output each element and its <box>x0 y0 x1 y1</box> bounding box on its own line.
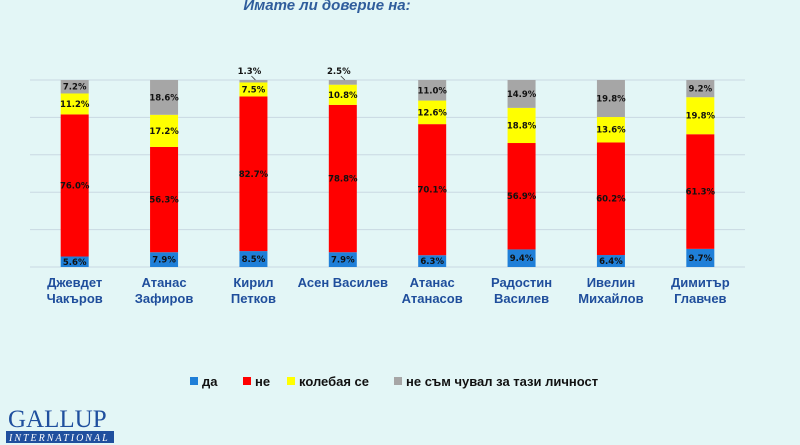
data-label: 76.0% <box>60 181 90 191</box>
bar-segment <box>328 84 357 105</box>
bar-segment <box>418 80 447 101</box>
bar-segment <box>418 100 447 125</box>
legend-swatch <box>394 377 402 385</box>
leader-line <box>340 75 346 81</box>
data-label: 6.3% <box>420 257 444 267</box>
bar-segment <box>507 80 536 108</box>
data-label: 19.8% <box>596 95 626 105</box>
bar-segment <box>507 107 536 144</box>
bar-segment <box>60 93 89 115</box>
bar-segment <box>686 248 715 267</box>
bar-segment <box>596 80 625 118</box>
data-label: 1.3% <box>238 67 262 77</box>
data-label: 11.0% <box>417 86 447 96</box>
gallup-logo: GALLUP INTERNATIONAL <box>6 406 114 444</box>
bar-segment <box>150 80 179 115</box>
data-label: 7.9% <box>331 256 355 266</box>
x-axis-labels: ДжевдетЧакъровАтанасЗафировКирилПетковАс… <box>47 275 730 306</box>
data-label: 8.5% <box>242 255 266 265</box>
bar-segment <box>507 143 536 250</box>
data-label: 9.7% <box>689 254 713 264</box>
x-tick-label: Атанас <box>141 275 186 290</box>
bar-segment <box>60 114 89 257</box>
gridlines <box>30 79 745 268</box>
logo-subtext: INTERNATIONAL <box>8 433 110 444</box>
legend-label: не съм чувал за тази личност <box>406 374 598 389</box>
data-label: 60.2% <box>596 195 626 205</box>
x-tick-label: Василев <box>494 291 549 306</box>
data-label: 6.4% <box>599 257 623 267</box>
x-tick-label: Михайлов <box>578 291 643 306</box>
x-tick-label: Димитър <box>671 275 730 290</box>
data-label: 70.1% <box>417 186 447 196</box>
data-label: 2.5% <box>327 67 351 77</box>
bar-segment <box>328 80 357 85</box>
legend-swatch <box>243 377 251 385</box>
logo-text: GALLUP <box>8 406 107 433</box>
bar-segment <box>418 255 447 267</box>
data-label: 61.3% <box>686 188 716 198</box>
x-tick-label: Чакъров <box>47 291 103 306</box>
bar-segment <box>686 80 715 98</box>
legend-swatch <box>287 377 295 385</box>
x-tick-label: Асен Василев <box>298 275 388 290</box>
data-label: 7.2% <box>63 83 87 93</box>
bar-segment <box>60 256 89 267</box>
legend-label: не <box>255 374 270 389</box>
bar-segment <box>596 117 625 143</box>
data-label: 56.9% <box>507 192 537 202</box>
leader-line <box>251 75 256 81</box>
bar-segment <box>328 252 357 267</box>
bar-segment <box>60 80 89 94</box>
bar-segment <box>328 104 357 253</box>
bar-segment <box>239 96 268 252</box>
legend-label: колебая се <box>299 374 369 389</box>
data-label: 9.4% <box>510 254 534 264</box>
bar-segment <box>239 251 268 267</box>
bar-segment <box>150 252 179 267</box>
x-tick-label: Главчев <box>674 291 726 306</box>
x-tick-label: Ивелин <box>587 275 636 290</box>
bar-segment <box>150 114 179 147</box>
legend: да не колебая се не съм чувал за тази лично… <box>190 374 598 389</box>
data-label: 7.5% <box>242 85 266 95</box>
x-tick-label: Зафиров <box>135 291 194 306</box>
data-label: 82.7% <box>239 170 269 180</box>
data-label: 11.2% <box>60 100 90 110</box>
x-tick-label: Кирил <box>233 275 273 290</box>
data-label: 17.2% <box>149 127 179 137</box>
data-label: 18.6% <box>149 93 179 103</box>
x-tick-label: Атанас <box>410 275 455 290</box>
bar-segment <box>596 255 625 267</box>
data-label: 10.8% <box>328 91 358 101</box>
bar-segment <box>239 80 268 83</box>
logo-band <box>6 431 114 443</box>
data-label: 14.9% <box>507 90 537 100</box>
x-tick-label: Петков <box>231 291 276 306</box>
bar-segment <box>507 249 536 267</box>
bar-segment <box>150 146 179 253</box>
legend-label: да <box>202 374 218 389</box>
data-label: 13.6% <box>596 126 626 136</box>
data-label: 7.9% <box>152 256 176 266</box>
x-tick-label: Радостин <box>491 275 552 290</box>
bars: 5.6% 76.0% 11.2% 7.2% 7.9% 56.3% 17.2% 18.6% 8.5… <box>60 67 716 268</box>
data-label: 56.3% <box>149 196 179 206</box>
chart-title: Имате ли доверие на: <box>243 0 410 14</box>
x-tick-label: Джевдет <box>47 275 102 290</box>
data-label: 78.8% <box>328 175 358 185</box>
x-tick-label: Атанасов <box>402 291 463 306</box>
data-label: 12.6% <box>417 108 447 118</box>
data-label: 18.8% <box>507 121 537 131</box>
legend-swatch <box>190 377 198 385</box>
bar-segment <box>686 134 715 249</box>
data-label: 19.8% <box>686 112 716 122</box>
data-label: 5.6% <box>63 258 87 268</box>
bar-segment <box>596 142 625 256</box>
bar-segment <box>418 124 447 256</box>
data-label: 9.2% <box>689 85 713 95</box>
bar-segment <box>239 82 268 97</box>
bar-segment <box>686 97 715 135</box>
